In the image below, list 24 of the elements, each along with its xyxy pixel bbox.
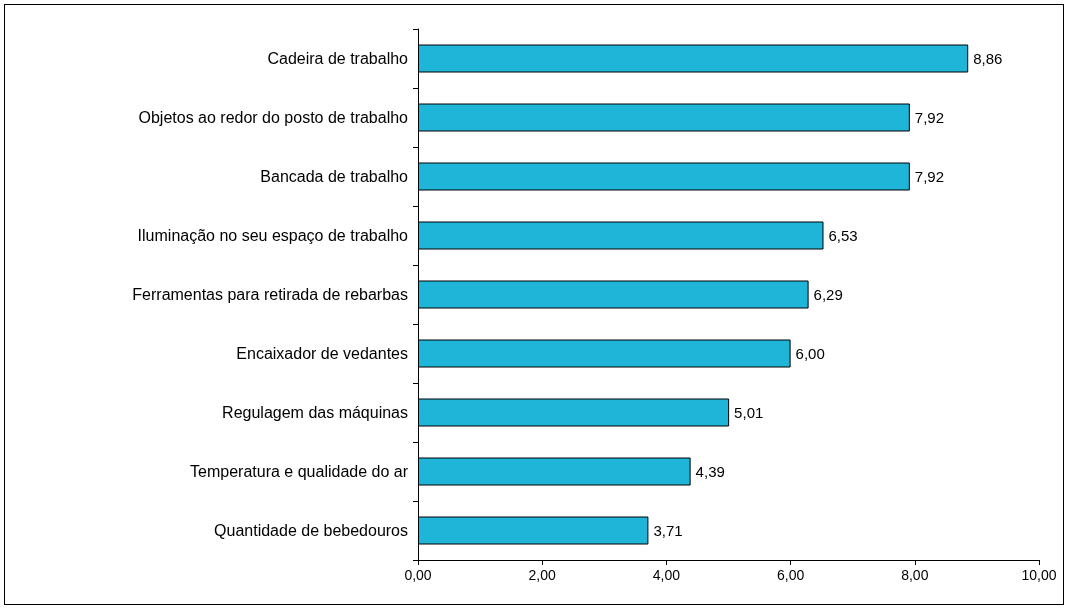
y-tick-label: Quantidade de bebedouros — [214, 522, 408, 539]
y-tick-label: Temperatura e qualidade do ar — [190, 463, 409, 480]
data-label: 8,86 — [973, 50, 1003, 67]
x-tick-label: 0,00 — [404, 567, 432, 583]
x-tick-label: 2,00 — [528, 567, 557, 583]
y-tick-label: Regulagem das máquinas — [222, 404, 408, 421]
data-label: 5,01 — [734, 404, 764, 421]
data-label: 6,00 — [795, 345, 825, 362]
x-tick-label: 10,00 — [1021, 567, 1057, 583]
data-label: 7,92 — [914, 109, 945, 126]
x-tick-label: 8,00 — [901, 567, 929, 583]
x-tick-label: 4,00 — [652, 567, 681, 583]
y-tick-label: Bancada de trabalho — [260, 168, 409, 185]
data-label: 7,92 — [914, 168, 945, 185]
y-tick-label: Ferramentas para retirada de rebarbas — [132, 286, 408, 303]
data-label: 4,39 — [695, 463, 725, 480]
x-tick-label: 6,00 — [776, 567, 805, 583]
y-tick-label: Cadeira de trabalho — [267, 50, 409, 67]
y-tick-label: Objetos ao redor do posto de trabalho — [138, 109, 409, 126]
data-label: 6,53 — [828, 227, 858, 244]
data-label: 3,71 — [653, 522, 683, 539]
data-label: 6,29 — [813, 286, 843, 303]
y-tick-label: Iluminação no seu espaço de trabalho — [137, 227, 409, 244]
y-tick-label: Encaixador de vedantes — [236, 345, 408, 362]
